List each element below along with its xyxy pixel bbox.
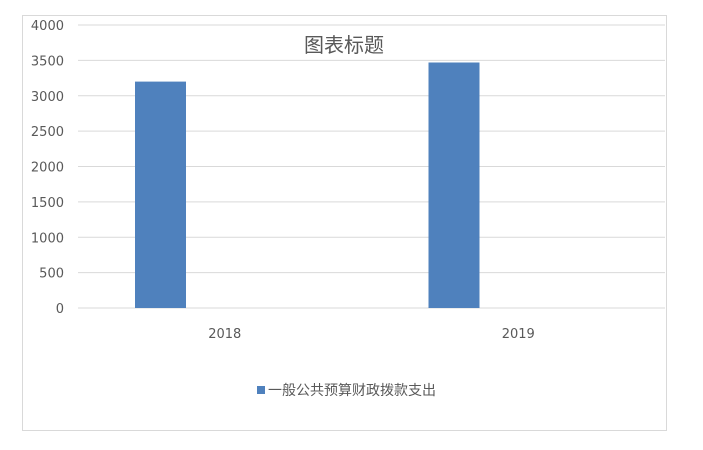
bars <box>135 62 480 309</box>
x-axis-ticks: 2018 2019 <box>208 327 535 342</box>
chart-title: 图表标题 <box>304 33 384 57</box>
y-tick-label: 2000 <box>31 161 64 176</box>
y-tick-label: 3000 <box>31 90 64 105</box>
y-tick-label: 2500 <box>31 125 64 140</box>
y-tick-label: 1500 <box>31 196 64 211</box>
legend: 一般公共预算财政拨款支出 <box>257 383 436 399</box>
y-axis-ticks: 0 500 1000 1500 2000 2500 3000 3500 4000 <box>31 19 64 317</box>
x-tick-label: 2018 <box>208 327 241 342</box>
y-tick-label: 500 <box>39 267 64 282</box>
y-tick-label: 3500 <box>31 54 64 69</box>
y-tick-label: 0 <box>56 302 64 317</box>
x-tick-label: 2019 <box>502 327 535 342</box>
y-tick-label: 1000 <box>31 231 64 246</box>
y-tick-label: 4000 <box>31 19 64 34</box>
bar <box>135 81 186 308</box>
legend-swatch <box>257 386 265 394</box>
chart-frame <box>22 15 667 431</box>
bar <box>428 62 480 309</box>
legend-label: 一般公共预算财政拨款支出 <box>268 383 436 399</box>
